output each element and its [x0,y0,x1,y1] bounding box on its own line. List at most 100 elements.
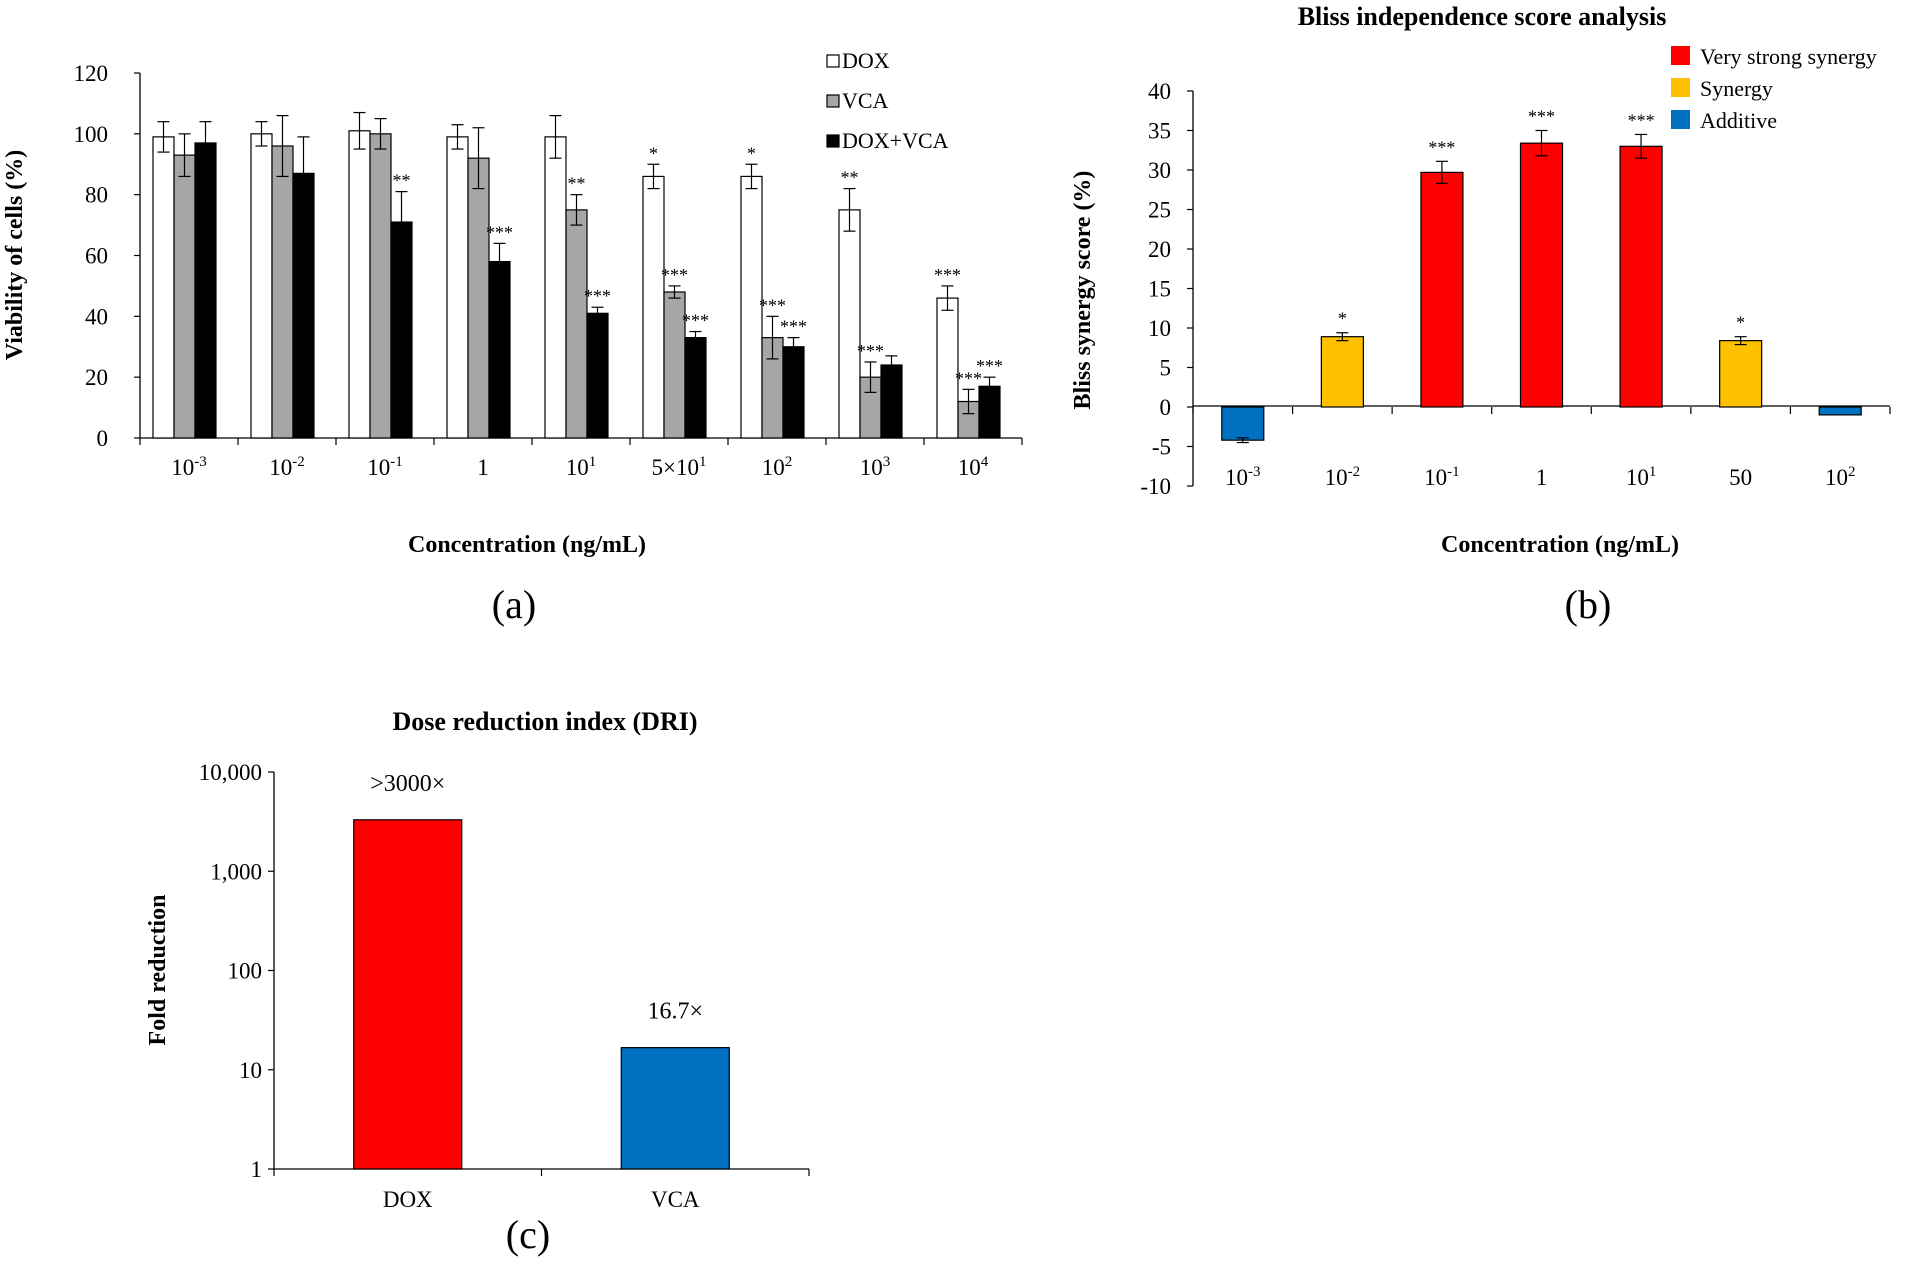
c-value-label: >3000× [370,771,445,797]
b-legend-label: Additive [1700,108,1777,133]
b-x-tick-label: 1 [1536,465,1548,490]
panel-c-dri-chart: Dose reduction index (DRI) 1 10 100 1,000 10… [145,707,809,1257]
b-significance-mark: * [1736,313,1745,333]
b-x-tick-label: 10-3 [1225,464,1261,490]
a-y-tick-label: 60 [85,244,108,269]
figure: 020406080100120 * ***********************… [0,0,1906,1268]
b-x-tick-label-base: 1 [1536,465,1548,490]
a-significance-mark: ** [841,168,859,188]
b-x-tick-label: 10-2 [1325,464,1361,490]
a-bar-dox [349,131,370,438]
a-x-tick-label-base: 10 [958,455,981,480]
b-x-tick-label-base: 50 [1729,465,1752,490]
a-y-tick-label: 80 [85,183,108,208]
a-bar-dox [251,134,272,438]
a-x-tick-label-base: 10 [566,455,589,480]
a-significance-mark: ** [393,171,411,191]
a-x-tick-label-exp: -2 [292,454,305,470]
a-x-tick-label: 5×101 [652,454,707,480]
a-bar-vca [272,146,293,438]
a-x-tick-label-exp: 4 [981,454,989,470]
b-bar [1521,143,1563,407]
b-y-tick-label: 25 [1148,198,1171,223]
a-bar-dox [545,137,566,438]
b-x-tick-label-base: 10 [1225,465,1248,490]
a-x-tick-label-exp: 1 [699,454,707,470]
a-y-tick-label: 40 [85,304,108,329]
a-x-tick-label: 10-2 [269,454,305,480]
a-significance-mark: *** [857,341,884,361]
b-x-tick-label-exp: -2 [1348,464,1361,480]
c-y-tick-label: 10,000 [199,760,262,785]
b-x-axis-label: Concentration (ng/mL) [1441,532,1679,558]
b-x-tick-label-exp: -1 [1447,464,1460,480]
a-y-tick-label: 120 [74,61,109,86]
b-significance-mark: * [1338,309,1347,329]
a-bar-vca [370,134,391,438]
b-x-tick-label-exp: 1 [1649,464,1657,480]
b-y-tick-label: 15 [1148,277,1171,302]
a-bar-dox-vca [587,313,608,438]
b-x-tick-label: 102 [1825,464,1856,490]
b-y-tick-label: 35 [1148,119,1171,144]
a-x-tick-label: 1 [477,455,489,480]
b-x-tick-label-base: 10 [1626,465,1649,490]
a-x-tick-label-exp: 3 [883,454,891,470]
a-y-axis-label: Viability of cells (%) [2,150,28,360]
a-y-tick-label: 100 [74,122,109,147]
c-y-axis-label: Fold reduction [145,895,171,1046]
b-significance-mark: *** [1628,110,1655,130]
c-y-tick-label: 10 [239,1058,262,1083]
a-legend-label: DOX+VCA [842,128,949,153]
b-bar [1720,341,1762,407]
a-bar-dox [153,137,174,438]
a-bar-vca [468,158,489,438]
b-bar [1421,172,1463,407]
b-x-tick-label-base: 10 [1825,465,1848,490]
a-legend-swatch [827,95,839,107]
a-bar-dox-vca [881,365,902,438]
a-significance-mark: *** [934,265,961,285]
b-bar [1222,407,1264,440]
a-x-tick-label: 103 [860,454,891,480]
b-x-tick-label-exp: -3 [1248,464,1261,480]
a-significance-mark: ** [568,174,586,194]
a-x-tick-label-base: 10 [269,455,292,480]
b-legend-label: Very strong synergy [1700,44,1877,69]
a-x-tick-label-exp: 1 [589,454,597,470]
b-significance-mark: *** [1428,137,1455,157]
c-bar-vca [621,1048,729,1169]
b-y-tick-label: -10 [1140,474,1171,499]
a-significance-mark: *** [780,317,807,337]
a-bar-dox-vca [293,173,314,438]
b-y-axis-label: Bliss synergy score (%) [1070,171,1096,410]
a-x-tick-label-exp: 2 [785,454,793,470]
panel-b-bliss-chart: Bliss independence score analysis -10-50… [1070,2,1890,627]
a-legend-label: VCA [842,88,889,113]
b-y-tick-label: 40 [1148,79,1171,104]
c-panel-label: (c) [506,1212,550,1257]
c-x-tick-label: VCA [651,1187,700,1212]
a-x-tick-label: 10-1 [367,454,403,480]
a-panel-label: (a) [492,582,536,627]
a-x-tick-label-exp: -1 [390,454,403,470]
a-x-tick-label: 104 [958,454,989,480]
a-bar-dox-vca [391,222,412,438]
a-bar-dox-vca [783,347,804,438]
a-significance-mark: *** [661,265,688,285]
b-x-tick-label-base: 10 [1325,465,1348,490]
b-y-tick-label: -5 [1152,435,1171,460]
a-x-tick-label-base: 10 [762,455,785,480]
b-bar [1321,337,1363,407]
c-y-tick-label: 1,000 [210,859,262,884]
a-x-tick-label: 102 [762,454,793,480]
b-x-tick-label: 10-1 [1424,464,1460,490]
c-bar-dox [354,820,462,1169]
b-y-tick-label: 0 [1160,395,1172,420]
a-bar-dox-vca [685,338,706,438]
a-bar-dox-vca [195,143,216,438]
b-x-tick-label-exp: 2 [1848,464,1856,480]
a-x-tick-label-exp: -3 [194,454,207,470]
a-significance-mark: *** [486,222,513,242]
a-significance-mark: * [747,143,756,163]
